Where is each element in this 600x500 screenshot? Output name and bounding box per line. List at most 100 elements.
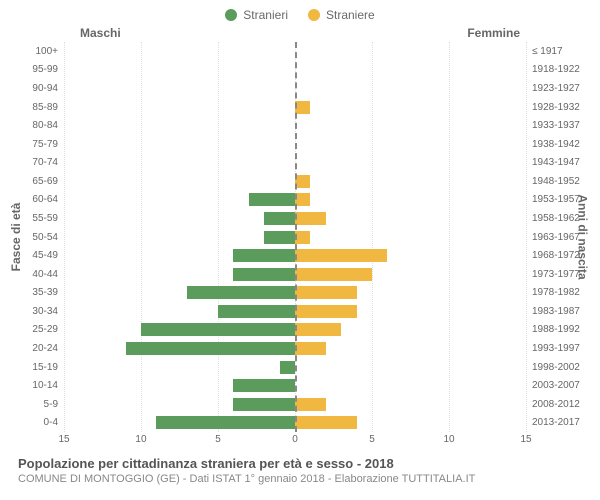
- male-bar: [233, 249, 295, 262]
- year-tick: 1968-1972: [532, 250, 580, 261]
- female-bar: [295, 249, 387, 262]
- age-tick: 80-84: [32, 120, 58, 131]
- male-bar: [187, 286, 295, 299]
- population-pyramid-chart: Stranieri Straniere Maschi Femmine Fasce…: [0, 0, 600, 500]
- year-tick: 2003-2007: [532, 380, 580, 391]
- col-header-left: Maschi: [80, 26, 121, 40]
- male-bar: [156, 416, 295, 429]
- legend-item-female: Straniere: [308, 8, 375, 22]
- year-tick: 1958-1962: [532, 213, 580, 224]
- legend-swatch-male: [225, 9, 237, 21]
- x-tick: 15: [520, 434, 531, 445]
- age-tick: 35-39: [32, 287, 58, 298]
- male-half: [64, 209, 295, 228]
- male-half: [64, 414, 295, 433]
- x-tick: 0: [292, 434, 298, 445]
- female-bar: [295, 101, 310, 114]
- male-bar: [218, 305, 295, 318]
- female-bar: [295, 416, 357, 429]
- female-half: [295, 376, 526, 395]
- male-bar: [233, 398, 295, 411]
- legend-label-male: Stranieri: [243, 8, 288, 22]
- footer-title: Popolazione per cittadinanza straniera p…: [18, 456, 590, 471]
- age-tick: 30-34: [32, 306, 58, 317]
- female-bar: [295, 212, 326, 225]
- male-half: [64, 79, 295, 98]
- year-tick: 1953-1957: [532, 194, 580, 205]
- year-tick: 1918-1922: [532, 64, 580, 75]
- legend: Stranieri Straniere: [10, 8, 590, 22]
- female-half: [295, 153, 526, 172]
- female-half: [295, 191, 526, 210]
- female-bar: [295, 268, 372, 281]
- year-tick: 1978-1982: [532, 287, 580, 298]
- age-tick: 65-69: [32, 176, 58, 187]
- male-half: [64, 116, 295, 135]
- age-tick: 85-89: [32, 102, 58, 113]
- x-tick: 5: [369, 434, 375, 445]
- age-tick: 55-59: [32, 213, 58, 224]
- female-half: [295, 61, 526, 80]
- legend-swatch-female: [308, 9, 320, 21]
- age-tick: 70-74: [32, 157, 58, 168]
- age-tick: 40-44: [32, 269, 58, 280]
- female-half: [295, 209, 526, 228]
- female-half: [295, 228, 526, 247]
- age-tick: 0-4: [44, 417, 58, 428]
- female-half: [295, 79, 526, 98]
- female-half: [295, 284, 526, 303]
- female-bar: [295, 398, 326, 411]
- female-bar: [295, 305, 357, 318]
- male-half: [64, 321, 295, 340]
- year-tick: 1963-1967: [532, 232, 580, 243]
- male-bar: [126, 342, 295, 355]
- male-bar: [249, 193, 295, 206]
- female-bar: [295, 342, 326, 355]
- x-tick: 5: [215, 434, 221, 445]
- year-tick: 2008-2012: [532, 399, 580, 410]
- year-tick: ≤ 1917: [532, 46, 563, 57]
- female-half: [295, 395, 526, 414]
- year-tick: 1998-2002: [532, 362, 580, 373]
- x-tick: 10: [443, 434, 454, 445]
- male-half: [64, 376, 295, 395]
- age-tick: 5-9: [44, 399, 58, 410]
- female-bar: [295, 286, 357, 299]
- age-tick: 25-29: [32, 324, 58, 335]
- female-half: [295, 302, 526, 321]
- col-header-right: Femmine: [467, 26, 520, 40]
- male-bar: [264, 231, 295, 244]
- female-bar: [295, 175, 310, 188]
- male-half: [64, 265, 295, 284]
- year-tick: 1948-1952: [532, 176, 580, 187]
- male-half: [64, 302, 295, 321]
- age-tick: 15-19: [32, 362, 58, 373]
- year-tick: 1993-1997: [532, 343, 580, 354]
- y-axis-left-title: Fasce di età: [9, 203, 23, 272]
- male-half: [64, 191, 295, 210]
- female-half: [295, 98, 526, 117]
- year-tick: 1973-1977: [532, 269, 580, 280]
- age-tick: 60-64: [32, 194, 58, 205]
- x-tick: 10: [135, 434, 146, 445]
- age-tick: 100+: [35, 46, 58, 57]
- female-half: [295, 135, 526, 154]
- age-tick: 10-14: [32, 380, 58, 391]
- male-half: [64, 284, 295, 303]
- female-half: [295, 246, 526, 265]
- year-tick: 1938-1942: [532, 139, 580, 150]
- age-tick: 75-79: [32, 139, 58, 150]
- x-tick: 15: [58, 434, 69, 445]
- male-half: [64, 61, 295, 80]
- male-half: [64, 98, 295, 117]
- male-half: [64, 358, 295, 377]
- legend-item-male: Stranieri: [225, 8, 288, 22]
- male-half: [64, 395, 295, 414]
- male-bar: [233, 379, 295, 392]
- male-half: [64, 135, 295, 154]
- female-half: [295, 414, 526, 433]
- age-tick: 45-49: [32, 250, 58, 261]
- age-tick: 95-99: [32, 64, 58, 75]
- legend-label-female: Straniere: [326, 8, 375, 22]
- female-half: [295, 339, 526, 358]
